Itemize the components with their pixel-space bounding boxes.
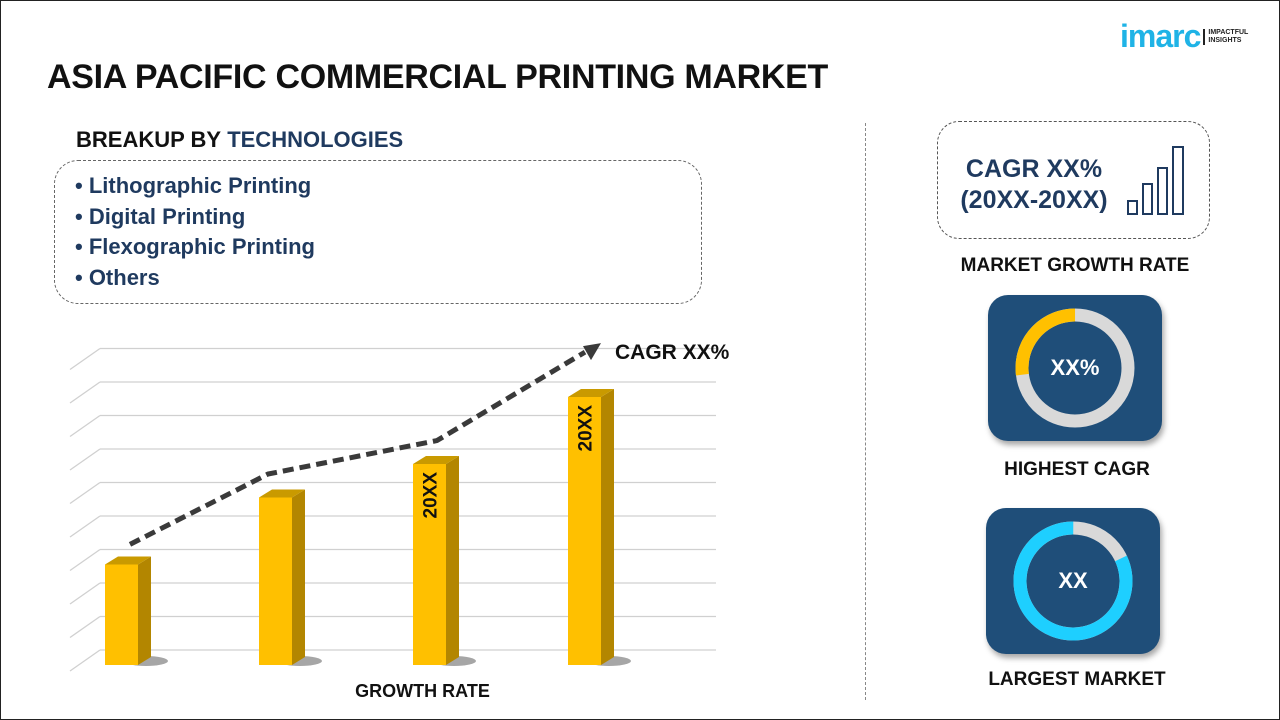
trend-line xyxy=(128,349,587,547)
bar-side xyxy=(446,456,459,665)
logo-tagline: IMPACTFUL INSIGHTS xyxy=(1203,28,1252,45)
breakup-heading: BREAKUP BY TECHNOLOGIES xyxy=(76,127,403,153)
bar-signal-icon xyxy=(1127,146,1184,215)
bar-side xyxy=(601,389,614,665)
x-axis-label: GROWTH RATE xyxy=(355,681,490,701)
largest-market-card: XX xyxy=(986,508,1160,654)
highest-cagr-card: XX% xyxy=(988,295,1162,441)
bar-label: 20XX xyxy=(421,472,442,519)
logo-word: imarc xyxy=(1120,18,1201,54)
highest-cagr-value: XX% xyxy=(1050,355,1100,380)
bar xyxy=(413,464,446,665)
gridline-depth xyxy=(69,649,101,672)
growth-period: (20XX-20XX) xyxy=(960,186,1108,214)
gridline-depth xyxy=(69,481,101,505)
gridline-depth xyxy=(69,515,101,538)
list-item: • Flexographic Printing xyxy=(75,234,315,259)
growth-rate-text: CAGR XX% (20XX-20XX) xyxy=(952,154,1116,216)
growth-chart: 20XX 20XX xyxy=(69,343,716,672)
technology-list-box: • Lithographic Printing • Digital Printi… xyxy=(54,160,702,304)
bar xyxy=(259,497,292,665)
bar-top xyxy=(259,489,305,498)
bar-side xyxy=(138,556,151,665)
bar-top xyxy=(105,556,151,565)
gridline-depth xyxy=(69,414,101,438)
growth-rate-label: MARKET GROWTH RATE xyxy=(960,255,1190,276)
page-title: ASIA PACIFIC COMMERCIAL PRINTING MARKET xyxy=(47,58,828,96)
largest-market-donut xyxy=(1013,521,1133,641)
bar-side xyxy=(292,489,305,665)
largest-market-label: LARGEST MARKET xyxy=(988,669,1166,690)
growth-rate-box xyxy=(937,121,1210,239)
list-item: • Digital Printing xyxy=(75,203,246,229)
gridline-depth xyxy=(69,381,101,404)
highest-cagr-label: HIGHEST CAGR xyxy=(1004,459,1150,480)
gridline-depth xyxy=(69,615,101,639)
donut-segment xyxy=(1013,521,1133,641)
growth-cagr: CAGR XX% xyxy=(965,155,1103,183)
trend-label: CAGR XX% xyxy=(615,341,730,364)
imarc-logo: imarc IMPACTFUL INSIGHTS xyxy=(1120,18,1252,55)
list-item: • Lithographic Printing xyxy=(75,173,312,198)
bar-top xyxy=(413,456,459,464)
breakup-highlight: TECHNOLOGIES xyxy=(227,127,404,152)
highest-cagr-donut xyxy=(1015,308,1135,428)
divider xyxy=(865,123,866,700)
largest-market-value: XX xyxy=(1058,568,1088,593)
gridline-depth xyxy=(69,347,101,371)
trend-arrowhead xyxy=(583,343,601,361)
bar xyxy=(568,397,601,665)
bar xyxy=(105,564,138,665)
bar-top xyxy=(568,389,614,397)
bar-label: 20XX xyxy=(576,405,597,452)
gridline-depth xyxy=(69,548,101,572)
gridline-depth xyxy=(69,582,101,605)
gridline-depth xyxy=(69,448,101,471)
list-item: • Others xyxy=(75,264,160,290)
breakup-prefix: BREAKUP BY xyxy=(76,127,222,152)
